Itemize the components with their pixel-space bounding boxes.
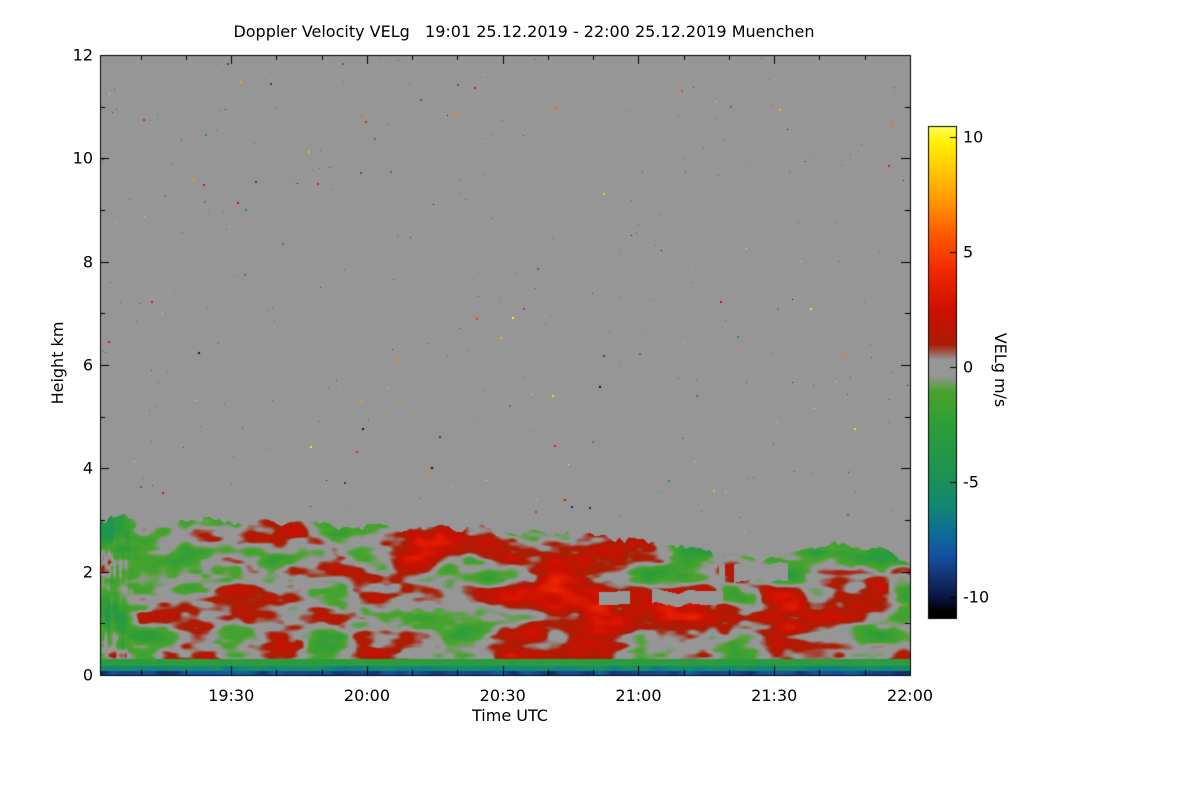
x-tick-label: 21:30 [751, 686, 798, 705]
colorbar-tick-label: -5 [963, 472, 979, 492]
colorbar-label: VELg m/s [990, 332, 1010, 408]
colorbar-tick-label: -10 [963, 587, 990, 607]
x-tick-label: 21:00 [615, 686, 662, 705]
colorbar-tick-label: 10 [963, 127, 984, 147]
y-tick-label: 0 [82, 665, 93, 685]
y-tick-label: 2 [82, 562, 93, 582]
colorbar-tick-label: 5 [963, 242, 974, 262]
y-tick-label: 6 [82, 355, 93, 375]
x-tick-label: 22:00 [886, 686, 934, 705]
y-tick-label: 4 [82, 458, 93, 478]
chart-title: Doppler Velocity VELg 19:01 25.12.2019 -… [233, 22, 815, 41]
x-tick-label: 20:30 [479, 686, 526, 705]
y-tick-label: 10 [72, 148, 93, 168]
y-tick-label: 12 [72, 45, 93, 65]
x-tick-label: 20:00 [343, 686, 391, 705]
x-tick-label: 19:30 [208, 686, 255, 705]
y-tick-label: 8 [82, 252, 93, 272]
x-axis-label: Time UTC [472, 706, 548, 725]
colorbar-tick-label: 0 [963, 357, 974, 377]
